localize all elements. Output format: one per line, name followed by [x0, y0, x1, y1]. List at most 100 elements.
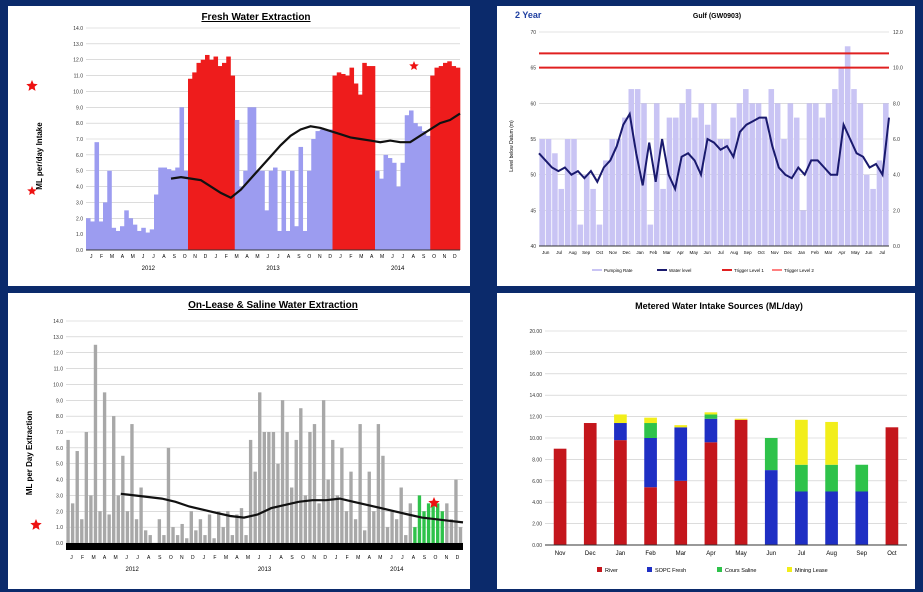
star-icon	[26, 80, 38, 91]
bar	[353, 83, 359, 250]
x-tick-label: Dec	[585, 551, 596, 557]
bar	[717, 139, 724, 246]
x-tick-label: May	[735, 551, 746, 557]
y-tick-label: 40	[530, 244, 536, 250]
x-tick-label: J	[402, 254, 405, 260]
bar	[666, 117, 673, 246]
bar	[239, 508, 244, 543]
x-tick-label: F	[349, 254, 352, 260]
y-tick-label: 3.0	[76, 200, 83, 206]
bar	[148, 535, 152, 543]
x-tick-label: J	[125, 555, 128, 561]
bar	[768, 89, 775, 246]
bar-segment	[614, 423, 627, 441]
bar	[251, 107, 257, 251]
bar	[571, 139, 577, 246]
x-tick-label: J	[269, 555, 272, 561]
chart-title: On-Lease & Saline Water Extraction	[188, 300, 358, 311]
bar	[394, 519, 399, 543]
chart-title: Metered Water Intake Sources (ML/day)	[635, 301, 803, 311]
bar	[362, 62, 367, 251]
chart-subtitle: 2 Year	[515, 10, 542, 20]
bar	[743, 89, 749, 246]
bar	[230, 75, 236, 250]
bar	[876, 160, 883, 246]
bar	[280, 400, 285, 543]
x-tick-label: M	[224, 555, 228, 561]
x-tick-label: Jan	[616, 551, 626, 557]
bar	[447, 61, 452, 250]
y2-tick-label: 10.0	[893, 66, 903, 72]
bar	[315, 131, 321, 250]
bar	[838, 67, 845, 246]
y-tick-label: 10.0	[73, 89, 83, 95]
bar	[558, 188, 565, 246]
x-tick-label: Jun	[766, 551, 776, 557]
x-tick-label: S	[173, 254, 177, 260]
bar	[102, 392, 107, 543]
y-tick-label: 4.00	[532, 500, 542, 506]
x-tick-label: J	[267, 254, 270, 260]
bar	[793, 117, 800, 246]
y-tick-label: 1.0	[76, 232, 83, 238]
bar	[258, 392, 262, 543]
bar	[130, 424, 134, 543]
y-tick-label: 2.00	[532, 522, 542, 528]
metered-intake-chart: Metered Water Intake Sources (ML/day) 0.…	[529, 301, 907, 574]
x-tick-label: Jan	[636, 250, 644, 255]
bar	[321, 400, 326, 543]
x-tick-label: Feb	[645, 551, 656, 557]
bar	[634, 89, 641, 246]
bar	[98, 511, 102, 543]
x-tick-label: D	[191, 555, 195, 561]
bar	[844, 46, 851, 247]
star-icon	[428, 497, 440, 508]
legend-swatch	[787, 567, 792, 572]
x-tick-label: J	[339, 254, 342, 260]
x-tick-label: D	[323, 555, 327, 561]
bar	[98, 221, 104, 250]
bar	[399, 487, 403, 543]
year-label: 2012	[125, 567, 139, 573]
legend-label: Mining Lease	[795, 568, 828, 574]
bar	[264, 210, 270, 250]
bar	[285, 230, 291, 250]
y-tick-label: 3.0	[56, 493, 63, 499]
bar	[366, 66, 372, 250]
y-tick-label: 6.00	[532, 479, 542, 485]
bar	[66, 439, 70, 543]
x-tick-label: J	[70, 555, 73, 561]
bar	[162, 167, 168, 250]
bar	[212, 538, 216, 543]
bar	[762, 117, 768, 246]
bar	[431, 503, 435, 543]
bar	[344, 511, 349, 543]
bar	[90, 221, 95, 250]
x-tick-label: Dec	[784, 250, 793, 255]
bar	[440, 511, 444, 543]
bar	[171, 170, 176, 250]
x-tick-label: M	[378, 555, 382, 561]
bar	[207, 514, 212, 543]
y-tick-label: 0.00	[532, 543, 542, 549]
bar	[80, 519, 84, 543]
bar	[870, 188, 876, 246]
x-tick-label: May	[851, 250, 860, 255]
bar	[137, 230, 142, 250]
bar	[417, 495, 422, 543]
bar	[749, 103, 755, 246]
y-tick-label: 8.0	[76, 121, 83, 127]
bar	[75, 451, 79, 543]
bar	[358, 424, 362, 543]
bar	[358, 94, 363, 250]
bar	[230, 535, 235, 543]
year-label: 2013	[266, 266, 280, 272]
x-tick-label: J	[90, 254, 93, 260]
x-tick-label: Sep	[856, 551, 867, 557]
star-icon	[409, 61, 419, 70]
bar	[438, 66, 444, 250]
bar	[711, 103, 717, 246]
bar	[685, 89, 692, 246]
bar	[564, 139, 571, 246]
two-year-panel: 2 Year Gulf (GW0903) Level below Datum (…	[497, 6, 915, 286]
